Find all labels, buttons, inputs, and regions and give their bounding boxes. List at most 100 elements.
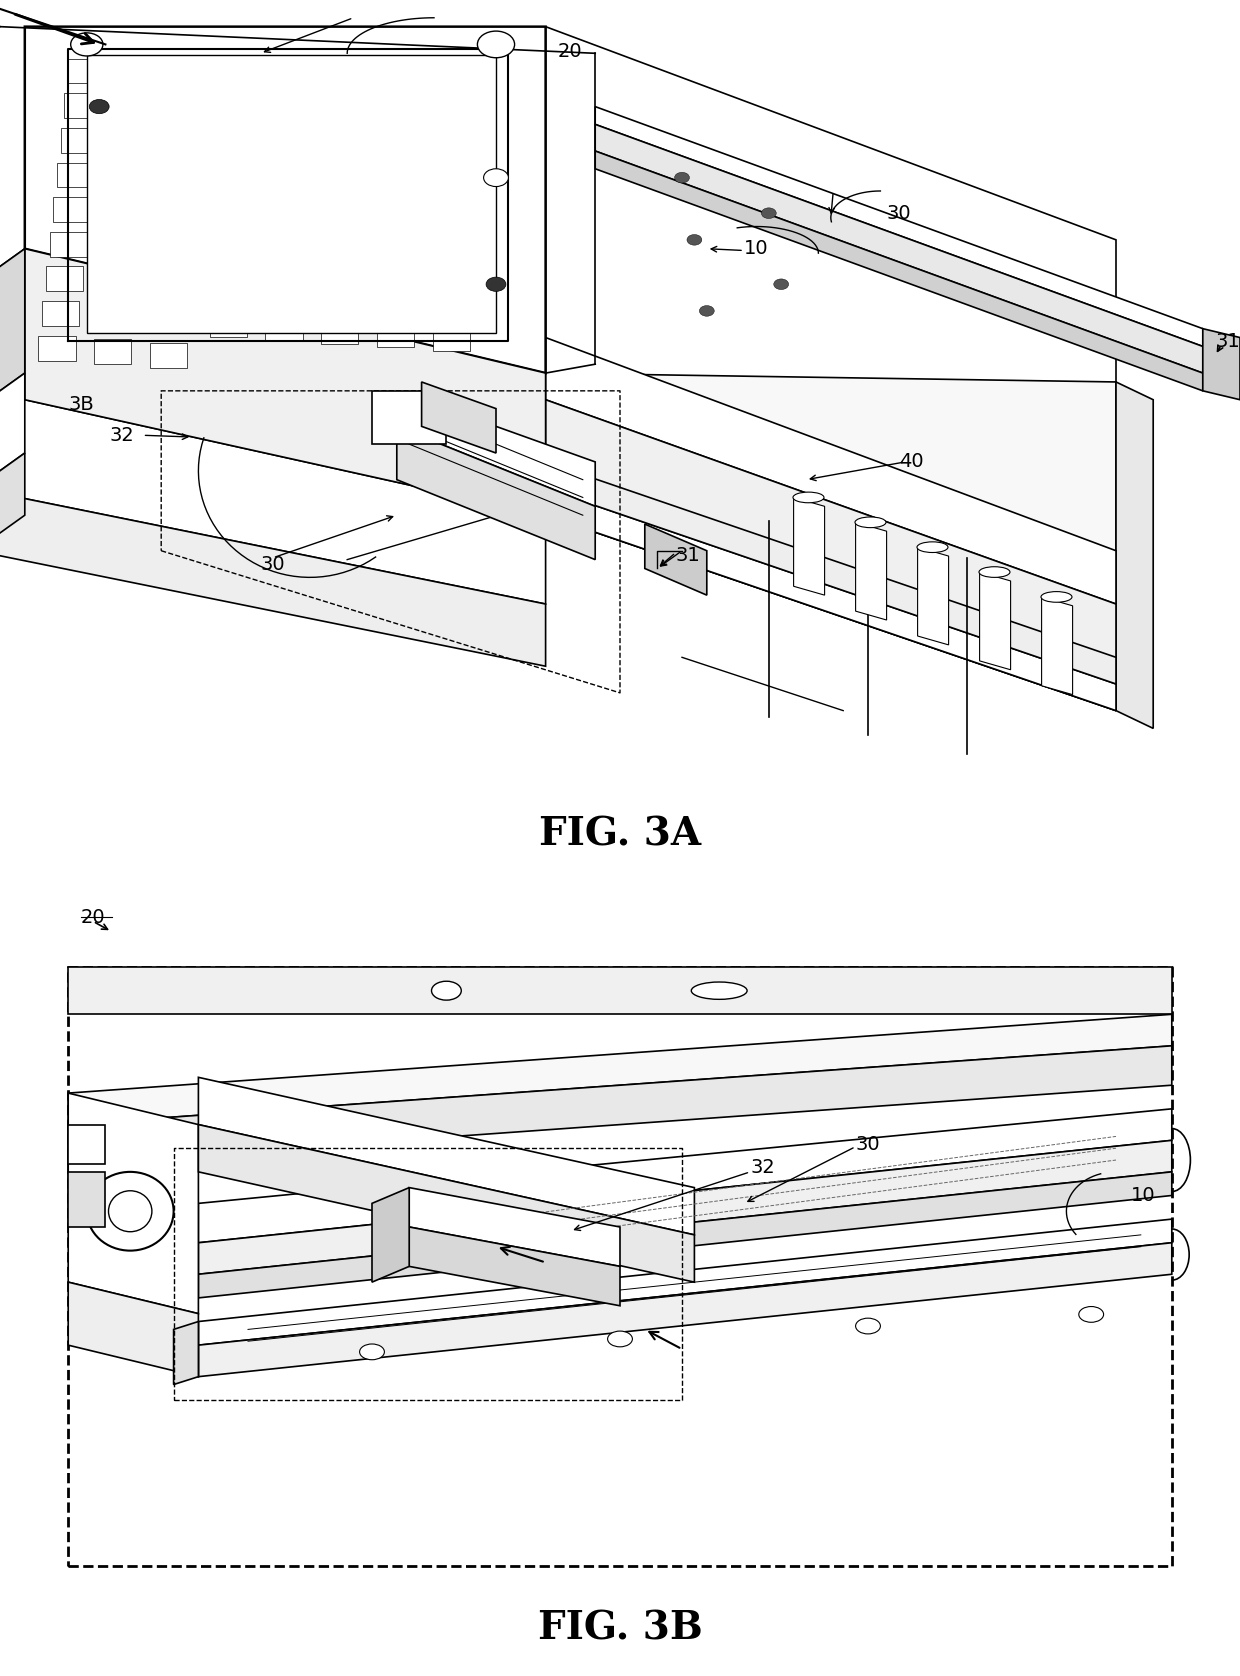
Polygon shape bbox=[397, 426, 595, 560]
Polygon shape bbox=[546, 463, 1116, 684]
Bar bbox=[388, 218, 425, 243]
Bar bbox=[433, 327, 470, 350]
Ellipse shape bbox=[918, 541, 949, 553]
Bar bbox=[459, 84, 496, 109]
Bar bbox=[57, 163, 94, 188]
Circle shape bbox=[477, 32, 515, 57]
Polygon shape bbox=[68, 967, 1172, 1014]
Bar bbox=[399, 114, 436, 139]
Ellipse shape bbox=[794, 493, 823, 503]
Polygon shape bbox=[198, 1244, 1172, 1376]
Bar bbox=[436, 292, 474, 317]
Bar bbox=[61, 127, 98, 153]
Bar bbox=[165, 204, 202, 230]
Bar bbox=[284, 142, 321, 168]
Text: 30: 30 bbox=[856, 1135, 880, 1153]
Bar bbox=[321, 318, 358, 344]
Polygon shape bbox=[68, 1046, 1172, 1163]
Polygon shape bbox=[1203, 328, 1240, 401]
Circle shape bbox=[608, 1331, 632, 1348]
Bar bbox=[288, 107, 325, 132]
Bar bbox=[161, 240, 198, 263]
Polygon shape bbox=[1116, 382, 1153, 729]
Polygon shape bbox=[198, 1140, 1172, 1274]
Bar bbox=[291, 72, 329, 97]
Polygon shape bbox=[409, 1227, 620, 1306]
Circle shape bbox=[774, 278, 789, 290]
Bar bbox=[329, 250, 366, 275]
Polygon shape bbox=[918, 546, 949, 645]
Bar bbox=[273, 246, 310, 272]
Bar bbox=[102, 270, 139, 295]
Bar bbox=[109, 201, 146, 226]
Circle shape bbox=[484, 169, 508, 186]
Bar bbox=[440, 256, 477, 282]
Polygon shape bbox=[645, 525, 707, 595]
Bar bbox=[46, 266, 83, 292]
Bar bbox=[157, 273, 195, 298]
Text: 20: 20 bbox=[558, 42, 583, 60]
Bar bbox=[265, 315, 303, 340]
Bar bbox=[392, 184, 429, 210]
Polygon shape bbox=[546, 489, 1116, 711]
Polygon shape bbox=[372, 391, 446, 444]
Circle shape bbox=[360, 1344, 384, 1359]
Polygon shape bbox=[0, 489, 546, 667]
Text: 30: 30 bbox=[260, 555, 285, 573]
Polygon shape bbox=[856, 523, 887, 620]
Bar bbox=[38, 335, 76, 360]
Bar bbox=[444, 223, 481, 246]
Bar bbox=[451, 153, 489, 178]
Polygon shape bbox=[198, 1218, 1172, 1346]
Polygon shape bbox=[0, 248, 25, 409]
Bar bbox=[213, 277, 250, 302]
Bar bbox=[150, 344, 187, 367]
Polygon shape bbox=[409, 1188, 620, 1267]
Bar bbox=[343, 111, 381, 136]
Bar bbox=[381, 288, 418, 313]
Bar bbox=[217, 243, 254, 268]
Bar bbox=[94, 339, 131, 364]
Polygon shape bbox=[546, 27, 1116, 489]
Bar bbox=[455, 117, 492, 142]
Bar bbox=[117, 131, 154, 156]
Text: 31: 31 bbox=[676, 546, 701, 565]
Bar bbox=[280, 176, 317, 201]
Polygon shape bbox=[68, 1125, 105, 1163]
Polygon shape bbox=[174, 1321, 198, 1384]
Polygon shape bbox=[0, 453, 25, 551]
Bar bbox=[64, 94, 102, 117]
Ellipse shape bbox=[692, 982, 746, 999]
Circle shape bbox=[89, 99, 109, 114]
Ellipse shape bbox=[109, 1190, 151, 1232]
Text: FIG. 3B: FIG. 3B bbox=[538, 1609, 702, 1648]
Polygon shape bbox=[1042, 597, 1073, 694]
Bar bbox=[50, 231, 87, 256]
Polygon shape bbox=[595, 107, 1203, 347]
Polygon shape bbox=[980, 572, 1011, 670]
Circle shape bbox=[432, 980, 461, 1001]
Polygon shape bbox=[198, 1078, 694, 1235]
Circle shape bbox=[1079, 1307, 1104, 1322]
Circle shape bbox=[71, 34, 103, 55]
Polygon shape bbox=[422, 382, 496, 453]
Ellipse shape bbox=[87, 1172, 174, 1250]
Bar bbox=[347, 77, 384, 101]
Bar bbox=[403, 80, 440, 106]
Polygon shape bbox=[794, 498, 825, 595]
Circle shape bbox=[687, 235, 702, 245]
Bar bbox=[277, 211, 314, 236]
Text: 32: 32 bbox=[750, 1158, 775, 1178]
Bar bbox=[236, 69, 273, 94]
Bar bbox=[332, 215, 370, 240]
Text: 30: 30 bbox=[887, 204, 911, 223]
Polygon shape bbox=[372, 1188, 409, 1282]
Polygon shape bbox=[68, 1093, 198, 1314]
Polygon shape bbox=[546, 401, 1116, 711]
Bar bbox=[448, 188, 485, 213]
Polygon shape bbox=[0, 401, 546, 603]
Bar bbox=[176, 101, 213, 126]
Text: 31: 31 bbox=[1215, 332, 1240, 352]
Bar bbox=[336, 181, 373, 204]
Bar bbox=[210, 312, 247, 337]
